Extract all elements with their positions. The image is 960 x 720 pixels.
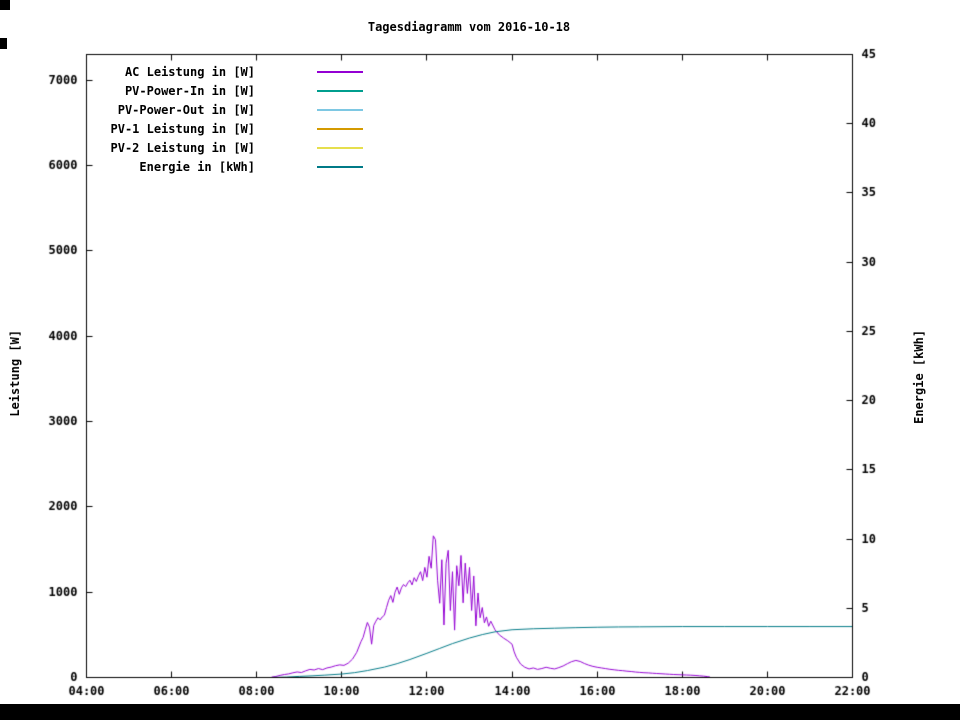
legend-item: PV-Power-In in [W]	[90, 81, 363, 100]
legend-item: PV-1 Leistung in [W]	[90, 119, 363, 138]
legend-label: PV-Power-Out in [W]	[117, 102, 255, 117]
legend-label: Energie in [kWh]	[139, 159, 255, 174]
legend-label: AC Leistung in [W]	[124, 64, 255, 79]
screen-artifact-top-left	[0, 0, 10, 10]
legend: AC Leistung in [W] PV-Power-In in [W] PV-P…	[90, 62, 363, 176]
bottom-bar	[0, 704, 960, 720]
legend-line-sample	[317, 146, 363, 149]
chart-title: Tagesdiagramm vom 2016-10-18	[367, 20, 571, 34]
y-axis-label-left: Leistung [W]	[8, 330, 22, 417]
legend-line-sample	[317, 89, 363, 92]
legend-item: PV-Power-Out in [W]	[90, 100, 363, 119]
screen-artifact-left-edge	[0, 38, 7, 49]
legend-item: AC Leistung in [W]	[90, 62, 363, 81]
legend-item: PV-2 Leistung in [W]	[90, 138, 363, 157]
y-axis-label-right: Energie [kWh]	[912, 330, 926, 424]
legend-line-sample	[317, 165, 363, 168]
legend-line-sample	[317, 108, 363, 111]
legend-label: PV-2 Leistung in [W]	[110, 140, 256, 155]
legend-label: PV-Power-In in [W]	[124, 83, 255, 98]
legend-label: PV-1 Leistung in [W]	[110, 121, 256, 136]
legend-item: Energie in [kWh]	[90, 157, 363, 176]
legend-line-sample	[317, 70, 363, 73]
legend-line-sample	[317, 127, 363, 130]
